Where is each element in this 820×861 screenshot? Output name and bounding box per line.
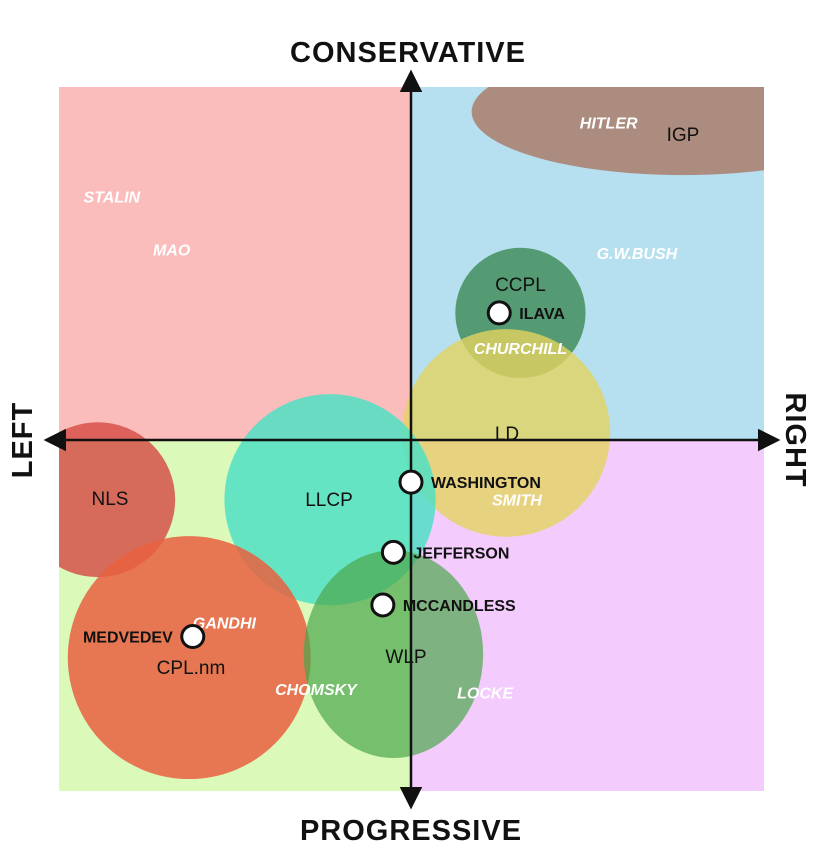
axis-title-top: CONSERVATIVE [290, 37, 526, 69]
party-bubble-ld [402, 329, 611, 537]
marker-label-jefferson: JEFFERSON [413, 545, 509, 562]
figure-label-churchill: CHURCHILL [474, 341, 567, 358]
marker-mccandless [370, 592, 396, 618]
marker-jefferson [380, 539, 406, 565]
marker-washington [398, 469, 424, 495]
figure-label-g-w-bush: G.W.BUSH [597, 246, 678, 263]
axes [43, 69, 781, 810]
axis-title-right: RIGHT [779, 392, 811, 487]
figure-label-hitler: HITLER [580, 115, 638, 132]
marker-label-mccandless: MCCANDLESS [403, 598, 516, 615]
marker-label-washington: WASHINGTON [431, 475, 541, 492]
party-label-cpl-nm: CPL.nm [157, 658, 226, 679]
party-bubble-wlp [303, 550, 484, 758]
marker-ilava [486, 300, 512, 326]
axis-title-bottom: PROGRESSIVE [300, 815, 522, 847]
party-label-ccpl: CCPL [495, 275, 546, 296]
party-label-igp: IGP [667, 125, 700, 146]
figure-label-mao: MAO [153, 242, 191, 259]
party-labels: IGP CCPL LD NLS LLCP CPL.nm WLP [92, 125, 700, 679]
party-label-ld: LD [495, 424, 519, 445]
reference-figure-labels: HITLER STALIN MAO G.W.BUSH CHURCHILL SMITH GAN… [84, 115, 678, 702]
figure-label-smith: SMITH [492, 493, 542, 510]
figure-label-stalin: STALIN [84, 189, 141, 206]
axis-title-left: LEFT [7, 402, 39, 479]
individual-markers: ILAVA WASHINGTON JEFFERSON MCCANDLESS MEDVED… [83, 300, 565, 650]
figure-label-locke: LOCKE [457, 686, 514, 703]
party-bubble-nls [59, 422, 176, 578]
quadrant-conservative-left [59, 87, 411, 440]
marker-medvedev [180, 624, 206, 650]
figure-label-chomsky: CHOMSKY [275, 682, 358, 699]
figure-label-gandhi: GANDHI [193, 616, 257, 633]
party-label-nls: NLS [92, 489, 129, 510]
party-label-llcp: LLCP [305, 490, 353, 511]
party-label-wlp: WLP [385, 647, 426, 668]
marker-label-ilava: ILAVA [519, 306, 565, 323]
party-bubble-cpl-nm [67, 536, 311, 780]
party-bubble-igp [471, 87, 764, 176]
marker-label-medvedev: MEDVEDEV [83, 630, 173, 647]
